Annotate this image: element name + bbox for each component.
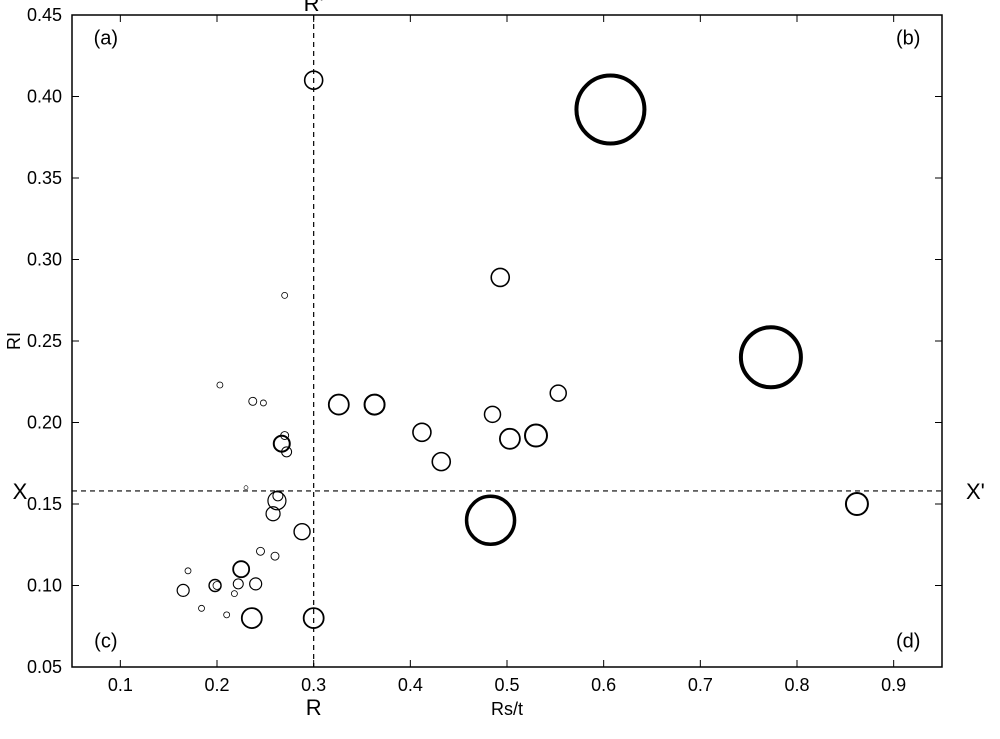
data-point [432, 453, 450, 471]
data-point [525, 425, 547, 447]
data-point [209, 580, 221, 592]
data-point [741, 327, 801, 387]
data-point [257, 547, 265, 555]
y-tick-label: 0.05 [27, 657, 62, 677]
x-tick-label: 0.4 [398, 675, 423, 695]
data-point [500, 429, 520, 449]
data-point [185, 568, 191, 574]
data-point [249, 397, 257, 405]
data-point [294, 524, 310, 540]
bubble-chart: 0.1 0.2 0.3 0.4 0.5 0.6 0.7 0.8 0.9 0.05 0.10 0.15 0… [0, 0, 1000, 734]
data-point [224, 612, 230, 618]
data-point [282, 292, 288, 298]
y-tick-label: 0.25 [27, 331, 62, 351]
data-point [233, 579, 243, 589]
data-point [485, 406, 501, 422]
x-tick-label: 0.2 [204, 675, 229, 695]
quadrant-label: (b) [896, 27, 920, 49]
data-point [244, 486, 248, 490]
x-tick-label: 0.6 [591, 675, 616, 695]
data-point [217, 382, 223, 388]
x-tick-label: 0.1 [108, 675, 133, 695]
reference-line-end-label: X' [966, 479, 985, 504]
data-point [550, 385, 566, 401]
plot-border [72, 15, 942, 667]
data-point [199, 605, 205, 611]
data-point [213, 582, 221, 590]
y-tick-label: 0.40 [27, 87, 62, 107]
chart-svg: 0.1 0.2 0.3 0.4 0.5 0.6 0.7 0.8 0.9 0.05 0.10 0.15 0… [0, 0, 1000, 734]
x-tick-label: 0.5 [494, 675, 519, 695]
data-point [260, 400, 266, 406]
quadrant-label: (d) [896, 630, 920, 652]
y-tick-label: 0.45 [27, 5, 62, 25]
data-point [846, 493, 868, 515]
x-axis-label: Rs/t [491, 699, 523, 719]
reference-line-end-label: R' [304, 0, 324, 16]
y-tick-label: 0.15 [27, 494, 62, 514]
data-point [467, 496, 515, 544]
data-point [233, 561, 249, 577]
data-point [250, 578, 262, 590]
x-tick-label: 0.8 [784, 675, 809, 695]
y-axis-label: RI [4, 332, 24, 350]
quadrant-label: (c) [94, 630, 117, 652]
reference-line-start-label: X [13, 479, 28, 504]
data-point [491, 268, 509, 286]
data-point [242, 608, 262, 628]
y-tick-label: 0.20 [27, 413, 62, 433]
data-point [365, 395, 385, 415]
y-tick-label: 0.30 [27, 250, 62, 270]
x-tick-label: 0.7 [688, 675, 713, 695]
data-point [231, 591, 237, 597]
data-point [271, 552, 279, 560]
y-tick-label: 0.35 [27, 168, 62, 188]
data-point [177, 584, 189, 596]
data-point [329, 395, 349, 415]
y-tick-label: 0.10 [27, 576, 62, 596]
x-tick-label: 0.3 [301, 675, 326, 695]
data-point [576, 76, 644, 144]
reference-line-start-label: R [306, 695, 322, 720]
quadrant-label: (a) [94, 27, 118, 49]
data-point [413, 423, 431, 441]
x-tick-label: 0.9 [881, 675, 906, 695]
